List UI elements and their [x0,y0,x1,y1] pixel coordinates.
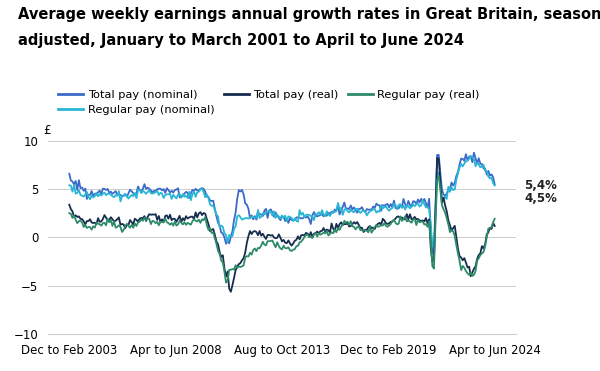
Text: 5,4%: 5,4% [524,179,557,192]
Text: £: £ [43,124,51,137]
Legend: Total pay (nominal), Regular pay (nominal), Total pay (real), Regular pay (real): Total pay (nominal), Regular pay (nomina… [53,85,484,120]
Text: adjusted, January to March 2001 to April to June 2024: adjusted, January to March 2001 to April… [18,33,464,48]
Text: 4,5%: 4,5% [524,192,557,206]
Text: Average weekly earnings annual growth rates in Great Britain, seasonally: Average weekly earnings annual growth ra… [18,7,600,22]
